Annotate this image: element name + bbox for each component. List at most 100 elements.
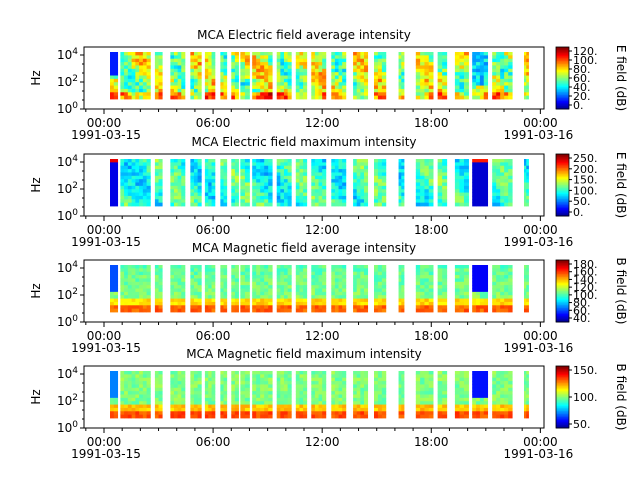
heatmap-cell (284, 271, 289, 276)
heatmap-cell (437, 192, 443, 197)
heatmap-cell (190, 308, 195, 313)
heatmap-cell (142, 281, 148, 286)
heatmap-cell (220, 169, 224, 173)
heatmap-cell (174, 88, 179, 93)
heatmap-cell (146, 308, 151, 313)
heatmap-cell (110, 404, 115, 409)
heatmap-cell (483, 162, 489, 167)
heatmap-cell (211, 288, 216, 293)
heatmap-cell (177, 162, 182, 167)
heatmap-cell (303, 162, 308, 167)
heatmap-cell (139, 169, 144, 173)
heatmap-cell (252, 271, 257, 276)
heatmap-cell (459, 397, 465, 402)
heatmap-cell (208, 202, 212, 207)
heatmap-cell (287, 162, 292, 167)
heatmap-cell (287, 374, 292, 379)
heatmap-cell (211, 391, 216, 395)
heatmap-cell (338, 95, 343, 100)
heatmap-cell (377, 189, 383, 193)
heatmap-cell (318, 285, 323, 289)
heatmap-cell (479, 295, 485, 299)
heatmap-cell (526, 189, 529, 193)
heatmap-cell (377, 275, 383, 279)
heatmap-cell (234, 185, 239, 190)
heatmap-cell (142, 52, 148, 56)
heatmap-cell (454, 291, 460, 296)
heatmap-cell (280, 271, 285, 276)
heatmap-cell (500, 281, 505, 286)
heatmap-cell (231, 189, 236, 193)
heatmap-cell (454, 192, 460, 197)
heatmap-cell (197, 305, 202, 310)
heatmap-cell (500, 85, 505, 90)
heatmap-cell (322, 68, 327, 73)
heatmap-cell (234, 404, 239, 409)
heatmap-cell (500, 68, 505, 73)
heatmap-cell (234, 391, 239, 395)
heatmap-cell (223, 95, 228, 100)
heatmap-cell (276, 377, 281, 382)
heatmap-cell (135, 288, 140, 293)
heatmap-cell (260, 55, 265, 60)
heatmap-cell (287, 285, 292, 289)
heatmap-cell (299, 305, 304, 310)
heatmap-cell (280, 189, 285, 193)
heatmap-cell (504, 285, 509, 289)
heatmap-cell (223, 202, 228, 207)
heatmap-cell (120, 159, 125, 163)
heatmap-cell (194, 175, 199, 180)
heatmap-cell (131, 278, 136, 283)
heatmap-cell (356, 75, 361, 80)
heatmap-cell (256, 75, 261, 80)
heatmap-cell (139, 78, 144, 83)
heatmap-cell (377, 381, 383, 385)
heatmap-cell (374, 88, 379, 93)
heatmap-cell (504, 265, 509, 269)
heatmap-cell (311, 72, 316, 76)
heatmap-cell (158, 298, 163, 303)
heatmap-cell (211, 374, 216, 379)
heatmap-cell (260, 68, 265, 73)
heatmap-cell (244, 414, 250, 419)
heatmap-cell (190, 182, 195, 187)
heatmap-cell (476, 291, 481, 296)
heatmap-cell (442, 202, 448, 207)
heatmap-cell (428, 288, 434, 293)
heatmap-cell (295, 78, 300, 83)
heatmap-cell (154, 377, 159, 382)
colorbar-segment (556, 367, 569, 370)
heatmap-cell (135, 75, 140, 80)
heatmap-cell (374, 58, 379, 63)
heatmap-cell (139, 192, 144, 197)
heatmap-cell (113, 288, 119, 293)
heatmap-cell (377, 285, 383, 289)
heatmap-cell (158, 169, 163, 173)
heatmap-cell (194, 308, 199, 313)
heatmap-cell (338, 391, 343, 395)
heatmap-cell (208, 308, 212, 313)
heatmap-cell (194, 95, 199, 100)
heatmap-cell (428, 85, 434, 90)
heatmap-cell (240, 175, 246, 180)
heatmap-cell (360, 62, 365, 66)
heatmap-cell (276, 169, 281, 173)
heatmap-cell (177, 189, 182, 193)
heatmap-cell (197, 88, 202, 93)
heatmap-cell (454, 374, 460, 379)
heatmap-cell (415, 165, 421, 170)
heatmap-cell (154, 58, 159, 63)
heatmap-cell (223, 189, 228, 193)
heatmap-cell (190, 202, 195, 207)
heatmap-cell (504, 78, 509, 83)
heatmap-cell (356, 271, 361, 276)
heatmap-cell (131, 92, 136, 97)
heatmap-cell (211, 72, 216, 76)
heatmap-cell (401, 381, 405, 385)
heatmap-cell (476, 65, 481, 70)
heatmap-cell (442, 82, 448, 86)
heatmap-cell (113, 285, 119, 289)
heatmap-cell (504, 199, 509, 204)
heatmap-cell (492, 414, 497, 419)
colorbar-segment (556, 211, 569, 214)
